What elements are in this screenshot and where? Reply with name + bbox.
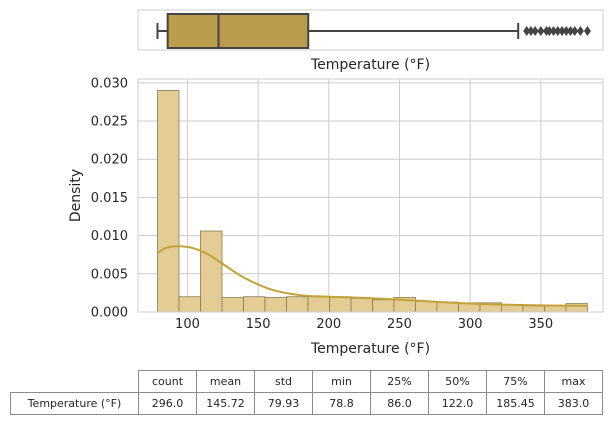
- histogram-xlabel: Temperature (°F): [310, 341, 430, 357]
- stats-corner: [11, 371, 139, 393]
- outlier-point: [550, 26, 558, 36]
- histogram-bar: [221, 297, 244, 313]
- outlier-point: [554, 26, 562, 36]
- boxplot-frame: [137, 9, 604, 51]
- y-tick-label: 0.005: [91, 267, 128, 282]
- boxplot-chart: Temperature (°F): [137, 9, 604, 73]
- stats-cell: 78.8: [312, 392, 371, 415]
- stats-cell: 79.93: [254, 392, 313, 415]
- stats-cell: 122.0: [428, 392, 487, 415]
- y-tick-label: 0.025: [91, 115, 128, 130]
- stats-cell: 383.0: [544, 392, 603, 415]
- outlier-point: [562, 26, 570, 36]
- histogram-bar: [264, 297, 287, 313]
- x-tick-label: 300: [458, 317, 483, 332]
- outlier-point: [566, 26, 574, 36]
- outlier-point: [527, 26, 535, 36]
- histogram-bar: [307, 296, 330, 313]
- stats-col-header: std: [254, 370, 313, 393]
- stats-cell: 185.45: [486, 392, 545, 415]
- stats-col-header: mean: [196, 370, 255, 393]
- histogram-bar: [329, 296, 352, 313]
- outlier-point: [576, 26, 584, 36]
- y-tick-label: 0.000: [91, 306, 128, 321]
- y-tick-label: 0.010: [91, 229, 128, 244]
- stats-cell: 296.0: [138, 392, 197, 415]
- histogram-bar: [178, 296, 201, 313]
- stats-col-header: min: [312, 370, 371, 393]
- stats-header-row: count mean std min 25% 50% 75% max: [11, 370, 603, 393]
- histogram-bar: [522, 305, 545, 313]
- plot-frame: [137, 78, 604, 313]
- histogram-bar: [200, 230, 223, 313]
- histogram-bar: [286, 296, 309, 313]
- outlier-point: [571, 26, 579, 36]
- histogram-bar: [415, 300, 438, 313]
- x-tick-label: 350: [528, 317, 553, 332]
- y-tick-label: 0.020: [91, 153, 128, 168]
- iqr-box: [166, 13, 310, 49]
- x-tick-label: 100: [175, 317, 200, 332]
- x-tick-label: 150: [246, 317, 271, 332]
- stats-col-header: count: [138, 370, 197, 393]
- outlier-point: [558, 26, 566, 36]
- histogram-chart: 100 150 200 250 300 350 0.000 0.005 0.010 0.015 0.…: [68, 76, 604, 357]
- stats-value-row: Temperature (°F) 296.0 145.72 79.93 78.8…: [10, 392, 603, 415]
- outlier-point: [523, 26, 531, 36]
- histogram-bar: [372, 299, 395, 313]
- outlier-point: [583, 26, 591, 36]
- y-tick-label: 0.030: [91, 76, 128, 91]
- histogram-bar: [544, 305, 567, 313]
- y-tick-label: 0.015: [91, 191, 128, 206]
- outlier-point: [531, 26, 539, 36]
- boxplot-xlabel: Temperature (°F): [310, 57, 430, 73]
- x-tick-label: 250: [387, 317, 412, 332]
- histogram-bar: [157, 90, 180, 313]
- kde-curve: [156, 245, 588, 307]
- stats-col-header: 75%: [486, 370, 545, 393]
- stats-col-header: 50%: [428, 370, 487, 393]
- histogram-bar: [243, 296, 266, 313]
- stats-cell: 145.72: [196, 392, 255, 415]
- histogram-bar: [350, 297, 373, 313]
- outlier-point: [537, 26, 545, 36]
- stats-cell: 86.0: [370, 392, 429, 415]
- histogram-ylabel: Density: [68, 169, 84, 222]
- stats-col-header: 25%: [370, 370, 429, 393]
- x-tick-label: 200: [316, 317, 341, 332]
- outlier-point: [545, 26, 553, 36]
- stats-row-label: Temperature (°F): [10, 392, 139, 415]
- stats-col-header: max: [544, 370, 603, 393]
- summary-stats-table: count mean std min 25% 50% 75% max Tempe…: [10, 370, 603, 415]
